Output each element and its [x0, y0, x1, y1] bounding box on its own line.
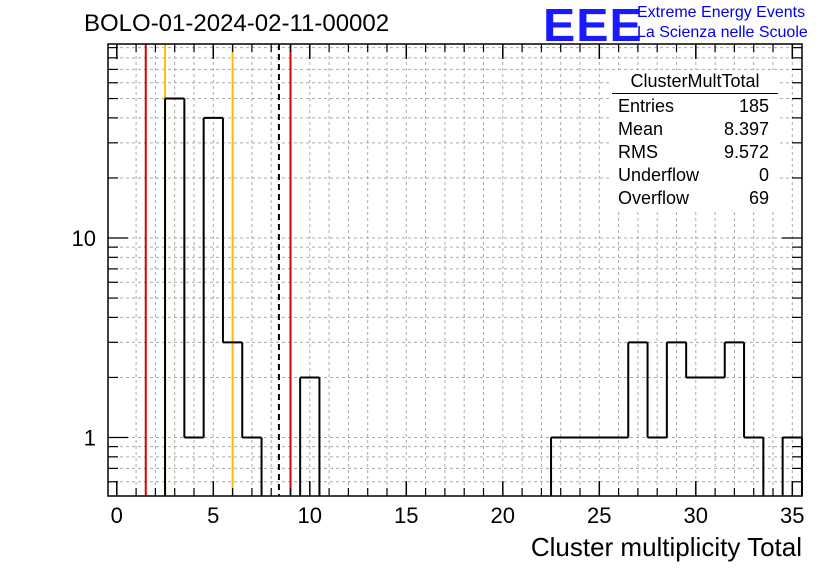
x-axis-label: Cluster multiplicity Total [530, 532, 802, 562]
chart-title: BOLO-01-2024-02-11-00002 [84, 10, 390, 37]
stats-row-mean: Mean 8.397 [612, 118, 778, 141]
y-tick-label: 1 [84, 426, 96, 451]
stats-title: ClusterMultTotal [612, 70, 778, 94]
x-tick-label: 15 [394, 503, 418, 528]
stats-row-overflow: Overflow 69 [612, 187, 778, 210]
x-tick-label: 20 [491, 503, 515, 528]
stats-value: 9.572 [723, 142, 769, 162]
x-tick-label: 35 [780, 503, 804, 528]
eee-logo: EEE [543, 0, 643, 51]
plot-frame [107, 43, 803, 497]
stats-value: 0 [758, 165, 769, 185]
stats-row-underflow: Underflow 0 [612, 164, 778, 187]
logo-caption-line2: La Scienza nelle Scuole [637, 24, 808, 41]
stats-label: Mean [618, 119, 664, 139]
stats-label: RMS [618, 142, 658, 162]
stats-value: 8.397 [723, 119, 769, 139]
y-tick-label: 10 [72, 226, 96, 251]
x-tick-label: 0 [111, 503, 123, 528]
x-tick-label: 30 [684, 503, 708, 528]
stats-row-rms: RMS 9.572 [612, 141, 778, 164]
logo-caption-line1: Extreme Energy Events [637, 4, 806, 21]
stats-label: Underflow [618, 165, 700, 185]
x-tick-label: 10 [298, 503, 322, 528]
x-tick-label: 5 [207, 503, 219, 528]
stats-label: Overflow [618, 188, 690, 208]
stats-box: ClusterMultTotal Entries 185 Mean 8.397 … [612, 70, 778, 210]
stats-label: Entries [618, 96, 675, 116]
x-tick-label: 25 [587, 503, 611, 528]
stats-row-entries: Entries 185 [612, 95, 778, 118]
stats-value: 69 [748, 188, 769, 208]
stats-value: 185 [738, 96, 769, 116]
